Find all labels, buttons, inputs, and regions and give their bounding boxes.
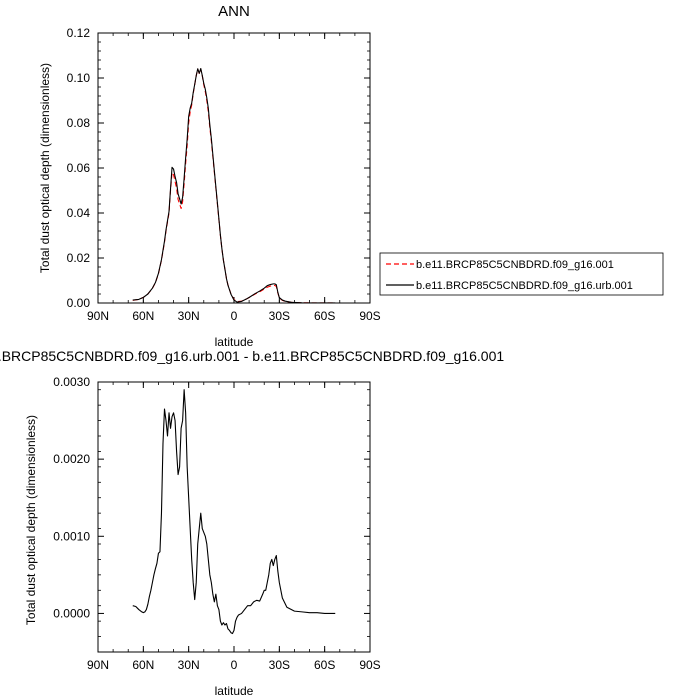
top-x-axis-label: latitude [215,335,254,349]
bottom-y-tick-label: 0.0010 [53,529,90,543]
bottom-y-axis-label: Total dust optical depth (dimensionless) [24,415,38,625]
bottom-x-tick-label: 90N [87,658,109,672]
top-series-line-0 [132,68,336,304]
top-y-axis-label: Total dust optical depth (dimensionless) [38,63,52,273]
top-y-tick-label: 0.04 [67,206,91,220]
top-y-tick-label: 0.08 [67,116,91,130]
top-x-tick-label: 90S [359,309,380,323]
top-x-tick-label: 60S [314,309,335,323]
bottom-y-tick-label: 0.0000 [53,606,90,620]
bottom-x-tick-label: 90S [359,658,380,672]
bottom-y-tick-label: 0.0030 [53,375,90,389]
legend-entry-base: b.e11.BRCP85C5CNBDRD.f09_g16.001 [416,259,614,271]
bottom-x-tick-label: 0 [231,658,238,672]
bottom-x-tick-label: 30S [269,658,290,672]
bottom-x-tick-label: 60S [314,658,335,672]
bottom-panel: b.e11.BRCP85C5CNBDRD.f09_g16.urb.001 - b… [0,348,504,698]
bottom-chart-title: b.e11.BRCP85C5CNBDRD.f09_g16.urb.001 - b… [0,348,504,364]
bottom-series-line-0 [132,389,336,635]
top-x-tick-label: 30S [269,309,290,323]
top-chart-title: ANN [218,3,250,20]
legend-entry-urb: b.e11.BRCP85C5CNBDRD.f09_g16.urb.001 [416,280,633,292]
top-series-line-1 [132,68,336,304]
top-y-tick-label: 0.12 [67,26,91,40]
top-y-tick-label: 0.02 [67,251,91,265]
top-x-tick-label: 60N [132,309,154,323]
bottom-y-tick-label: 0.0020 [53,452,90,466]
top-y-tick-label: 0.10 [67,71,91,85]
top-panel: ANN 90N 60N 30N 0 30S 60S 90S 0.00 0.02 0.04 0.06 0… [38,3,664,349]
top-plot-area: 90N 60N 30N 0 30S 60S 90S 0.00 0.02 0.04 0.06 0.08 0… [67,26,381,323]
top-x-tick-label: 0 [231,309,238,323]
top-x-tick-label: 90N [87,309,109,323]
bottom-axes-frame [97,381,371,653]
bottom-x-tick-label: 30N [178,658,200,672]
bottom-x-tick-label: 60N [132,658,154,672]
top-axes-frame [97,32,371,304]
legend-box [379,252,664,296]
legend: b.e11.BRCP85C5CNBDRD.f09_g16.001 b.e11.B… [379,252,664,296]
bottom-plot-area: 90N 60N 30N 0 30S 60S 90S 0.0000 0.0010 0.0020 0.0… [53,375,380,672]
top-y-tick-label: 0.06 [67,161,91,175]
top-x-tick-label: 30N [178,309,200,323]
top-y-tick-label: 0.00 [67,296,91,310]
bottom-x-axis-label: latitude [215,684,254,698]
